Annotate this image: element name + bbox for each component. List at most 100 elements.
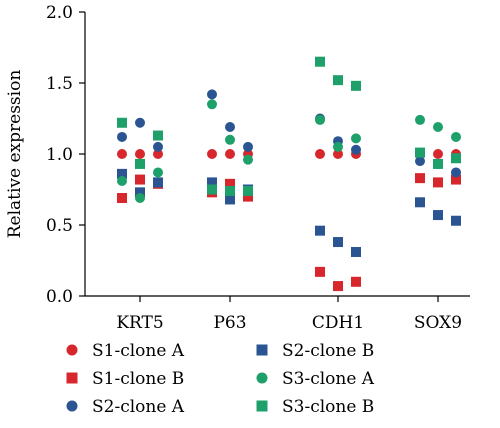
legend-marker: [256, 372, 268, 384]
data-point: [135, 187, 145, 198]
y-axis: 0.0 0.5 1.0 1.5 2.0 Relative expression: [5, 3, 86, 307]
data-point: [117, 168, 127, 179]
legend-marker: [66, 400, 78, 412]
data-point: [333, 281, 343, 292]
data-point: [207, 177, 217, 188]
legend-item: S1-clone A: [66, 341, 185, 361]
data-point: [433, 177, 443, 188]
data-point: [433, 149, 443, 159]
data-point: [451, 131, 461, 142]
legend-item: S3-clone B: [256, 397, 374, 417]
legend-marker: [66, 344, 78, 356]
data-point: [415, 147, 425, 158]
data-point: [351, 133, 361, 144]
data-point: [225, 122, 235, 133]
legend: S1-clone A S2-clone B S1-clone B S3-clone A…: [66, 341, 375, 417]
data-point: [135, 149, 145, 159]
data-point: [135, 174, 145, 185]
y-tick-label: 0.0: [46, 287, 73, 307]
y-tick-label: 2.0: [46, 3, 73, 23]
series-s2-clone-a: [117, 89, 461, 178]
data-point: [135, 117, 145, 128]
x-tick-label: P63: [213, 313, 246, 333]
data-point: [415, 173, 425, 184]
data-point: [153, 130, 163, 141]
data-point: [117, 175, 127, 186]
data-point: [333, 141, 343, 152]
legend-item: S3-clone A: [256, 369, 375, 389]
legend-label: S3-clone A: [282, 369, 375, 389]
y-tick-label: 1.5: [46, 74, 73, 94]
data-point: [153, 167, 163, 178]
legend-item: S2-clone B: [256, 341, 374, 361]
data-point: [207, 149, 217, 159]
series-s3-clone-b: [117, 56, 461, 196]
data-point: [153, 141, 163, 152]
data-point: [315, 56, 325, 67]
legend-label: S2-clone A: [92, 397, 185, 417]
data-point: [243, 191, 253, 202]
series-s3-clone-a: [117, 99, 461, 204]
data-point: [243, 141, 253, 152]
x-tick-label: KRT5: [116, 313, 163, 333]
data-point: [153, 177, 163, 188]
data-point: [207, 89, 217, 100]
y-tick-label: 1.0: [46, 145, 73, 165]
data-point: [225, 194, 235, 205]
data-point: [135, 158, 145, 169]
data-point: [243, 185, 253, 196]
data-point: [451, 215, 461, 226]
data-point: [117, 149, 127, 159]
data-point: [315, 149, 325, 159]
data-point: [351, 276, 361, 287]
data-point: [451, 167, 461, 178]
data-point: [117, 117, 127, 128]
legend-label: S1-clone B: [92, 369, 184, 389]
data-point: [315, 266, 325, 277]
data-point: [333, 75, 343, 86]
data-point: [415, 197, 425, 208]
data-point: [225, 134, 235, 145]
data-point: [225, 178, 235, 189]
data-point: [415, 114, 425, 125]
legend-marker: [256, 400, 268, 412]
data-point: [351, 144, 361, 155]
x-tick-label: CDH1: [312, 313, 364, 333]
series-s1-clone-b: [117, 173, 461, 292]
legend-label: S1-clone A: [92, 341, 185, 361]
data-point: [351, 80, 361, 91]
data-point: [433, 158, 443, 169]
series-s2-clone-b: [117, 168, 461, 257]
data-point: [315, 114, 325, 125]
data-point: [225, 185, 235, 196]
data-point: [351, 246, 361, 257]
data-point: [225, 149, 235, 159]
data-point: [433, 210, 443, 221]
data-point: [117, 193, 127, 204]
series-s1-clone-a: [117, 149, 461, 159]
plot-area: [117, 56, 461, 292]
data-point: [135, 193, 145, 204]
legend-marker: [66, 372, 78, 384]
data-point: [451, 174, 461, 185]
legend-item: S2-clone A: [66, 397, 185, 417]
x-axis: KRT5 P63 CDH1 SOX9: [85, 295, 470, 333]
data-point: [207, 184, 217, 195]
y-tick-label: 0.5: [46, 216, 73, 236]
data-point: [451, 153, 461, 164]
data-point: [415, 156, 425, 167]
data-point: [207, 99, 217, 110]
legend-marker: [256, 344, 268, 356]
data-point: [153, 149, 163, 159]
data-point: [433, 122, 443, 133]
data-point: [333, 237, 343, 248]
legend-label: S3-clone B: [282, 397, 374, 417]
x-tick-label: SOX9: [414, 313, 462, 333]
data-point: [315, 225, 325, 236]
data-point: [243, 154, 253, 165]
legend-label: S2-clone B: [282, 341, 374, 361]
y-axis-title: Relative expression: [5, 70, 25, 239]
data-point: [117, 131, 127, 142]
data-point: [333, 149, 343, 159]
